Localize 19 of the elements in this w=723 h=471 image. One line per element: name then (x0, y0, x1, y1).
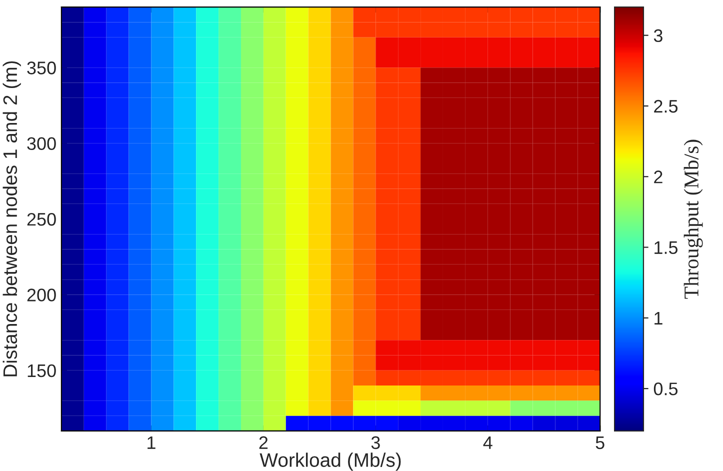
color-bar-label: 1.5 (654, 241, 678, 254)
x-tick-label: 5 (596, 436, 604, 450)
color-bar-label: 2.5 (654, 100, 678, 113)
x-tick-label: 2 (259, 436, 268, 449)
color-bar-label: 2 (654, 170, 662, 184)
x-axis-title: Workload (Mb/s) (260, 452, 401, 471)
y-axis-title: Distance between nodes 1 and 2 (m) (2, 61, 21, 376)
y-tick-label: 300 (27, 137, 56, 150)
color-bar-label: 0.5 (654, 382, 678, 396)
x-tick-label: 3 (371, 436, 380, 450)
color-bar-title: Throughput (Mb/s) (684, 140, 703, 299)
y-tick-label: 350 (27, 62, 56, 74)
y-tick-label: 150 (28, 364, 56, 378)
x-tick-label: 4 (483, 436, 492, 449)
color-bar-label: 1 (654, 312, 662, 324)
x-tick-label: 1 (148, 436, 156, 449)
color-bar-label: 3 (654, 29, 662, 42)
y-tick-label: 250 (27, 212, 56, 226)
y-tick-label: 200 (27, 288, 56, 302)
